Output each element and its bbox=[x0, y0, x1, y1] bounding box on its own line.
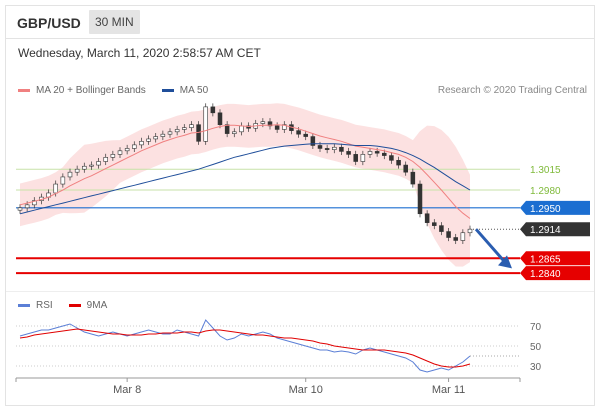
level-label-1.2840: 1.2840 bbox=[530, 269, 561, 280]
rsi-legend: RSI 9MA bbox=[18, 300, 107, 311]
research-credit: Research © 2020 Trading Central bbox=[437, 85, 587, 96]
candle-body bbox=[110, 154, 116, 158]
candle-body bbox=[424, 213, 430, 223]
legend-ma50-label: MA 50 bbox=[179, 85, 209, 96]
candle-body bbox=[446, 231, 451, 238]
candle-body bbox=[310, 136, 316, 146]
symbol-label: GBP/USD bbox=[17, 15, 81, 31]
legend-9ma-swatch bbox=[68, 304, 81, 307]
rsi-tick-50: 50 bbox=[530, 342, 542, 353]
candle-body bbox=[189, 124, 194, 128]
candle-body bbox=[353, 154, 358, 162]
level-tag-1.2914 bbox=[520, 222, 590, 237]
forecast-arrow-head bbox=[498, 255, 512, 269]
candle-body bbox=[182, 127, 187, 130]
candle-body bbox=[339, 146, 344, 152]
rsi-tick-30: 30 bbox=[530, 362, 542, 373]
candle-body bbox=[96, 161, 101, 166]
candle-body bbox=[367, 151, 373, 155]
candle-body bbox=[467, 228, 473, 234]
legend-ma20-label: MA 20 + Bollinger Bands bbox=[36, 85, 146, 96]
candle-body bbox=[60, 176, 66, 185]
candle-body bbox=[324, 148, 330, 150]
candle-body bbox=[439, 225, 444, 232]
candle-body bbox=[232, 131, 237, 134]
ma50-line bbox=[19, 143, 471, 215]
candle-body bbox=[53, 183, 58, 194]
candle-body bbox=[146, 138, 151, 142]
legend-9ma-label: 9MA bbox=[86, 300, 108, 311]
legend-rsi-swatch bbox=[18, 304, 30, 307]
timeframe-button[interactable]: 30 MIN bbox=[89, 10, 140, 34]
x-tick-label: Mar 11 bbox=[432, 384, 465, 396]
level-label-1.3015: 1.3015 bbox=[530, 165, 561, 176]
x-tick-label: Mar 8 bbox=[113, 384, 141, 396]
candle-body bbox=[360, 154, 366, 162]
rsi-tick-70: 70 bbox=[530, 322, 542, 333]
candle-body bbox=[24, 204, 30, 209]
candle-body bbox=[203, 106, 208, 142]
candle-body bbox=[260, 121, 266, 124]
candle-body bbox=[124, 148, 130, 152]
level-tag-1.2950 bbox=[520, 200, 590, 215]
candle-body bbox=[224, 124, 230, 134]
level-label-1.2914: 1.2914 bbox=[530, 225, 561, 236]
price-legend: MA 20 + Bollinger Bands MA 50 bbox=[18, 85, 208, 96]
panel-separator bbox=[6, 291, 594, 292]
level-tag-1.2865 bbox=[520, 251, 590, 266]
candle-body bbox=[374, 151, 380, 154]
timestamp: Wednesday, March 11, 2020 2:58:57 AM CET bbox=[18, 46, 261, 60]
candle-body bbox=[67, 171, 73, 178]
candle-body bbox=[282, 124, 287, 130]
forecast-arrow-shaft bbox=[474, 228, 508, 265]
bollinger-band bbox=[20, 103, 470, 267]
candle-body bbox=[410, 171, 416, 185]
candle-body bbox=[74, 168, 80, 173]
candle-body bbox=[217, 112, 223, 125]
level-tag-1.2840 bbox=[520, 266, 590, 281]
candle-body bbox=[167, 131, 173, 135]
candle-body bbox=[296, 130, 301, 135]
legend-rsi-label: RSI bbox=[36, 300, 53, 311]
candle-body bbox=[89, 164, 94, 167]
candle-body bbox=[382, 152, 387, 156]
candle-body bbox=[132, 144, 137, 149]
candle-body bbox=[174, 129, 180, 133]
candle-body bbox=[210, 106, 216, 114]
legend-ma20-swatch bbox=[18, 89, 30, 92]
candle-body bbox=[417, 183, 423, 215]
candle-body bbox=[303, 133, 308, 137]
rsi-line bbox=[19, 319, 471, 373]
candle-body bbox=[453, 237, 458, 241]
legend-ma50-swatch bbox=[161, 89, 174, 92]
candle-body bbox=[32, 200, 37, 206]
candle-body bbox=[246, 125, 251, 129]
level-label-1.2950: 1.2950 bbox=[530, 204, 561, 215]
candle-body bbox=[346, 151, 351, 155]
candle-body bbox=[460, 232, 466, 241]
candle-body bbox=[239, 125, 244, 133]
header-bar: GBP/USD 30 MIN bbox=[5, 5, 595, 39]
candle-body bbox=[274, 125, 280, 130]
level-label-1.2865: 1.2865 bbox=[530, 254, 561, 265]
level-label-1.2980: 1.2980 bbox=[530, 186, 561, 197]
candle-body bbox=[117, 150, 123, 155]
candle-body bbox=[103, 157, 108, 162]
candle-body bbox=[432, 222, 437, 226]
x-tick-label: Mar 10 bbox=[289, 384, 323, 396]
ma20-line bbox=[19, 124, 471, 219]
candle-body bbox=[267, 121, 273, 127]
candle-body bbox=[82, 165, 87, 170]
candle-body bbox=[332, 146, 337, 150]
candle-body bbox=[17, 207, 23, 211]
candle-body bbox=[317, 145, 323, 149]
candle-body bbox=[160, 133, 166, 137]
candle-body bbox=[403, 164, 408, 173]
candle-body bbox=[153, 136, 158, 140]
candle-body bbox=[389, 155, 394, 161]
candle-body bbox=[139, 141, 144, 146]
candle-body bbox=[396, 160, 401, 166]
rsi-9ma-line bbox=[19, 328, 471, 368]
